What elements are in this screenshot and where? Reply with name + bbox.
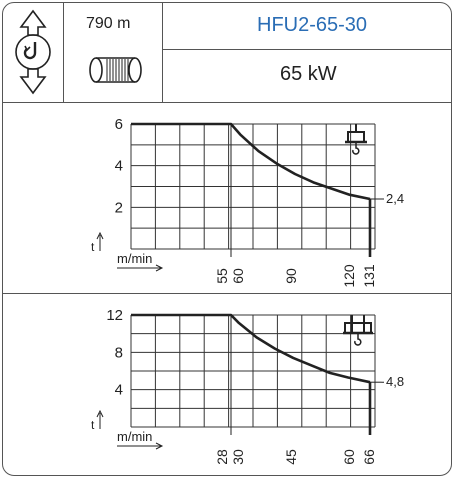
x-axis-arrowhead [155,264,164,272]
up-down-rotation-arrows-icon [15,9,51,95]
rope-length-label: 790 m [86,15,131,32]
header-col-divider-2 [162,3,163,102]
x-tick-label: 28 [214,449,230,465]
y-axis-label: t [91,240,95,254]
x-axis-arrowhead [155,442,164,450]
header-mid-divider [162,49,451,50]
y-tick-label: 12 [106,307,123,324]
x-tick-label: 60 [230,268,246,284]
y-tick-label: 2 [115,199,123,216]
x-tick-label: 120 [341,264,357,288]
x-axis-label: m/min [117,251,152,266]
load-curve [131,122,371,201]
x-tick-label: 45 [283,449,299,465]
grid [130,314,376,428]
grid [130,123,376,250]
x-tick-label: 30 [230,449,246,465]
rope-drum-icon [89,57,142,83]
end-value-label: 2,4 [386,191,404,206]
x-axis-label: m/min [117,429,152,444]
x-tick-label: 60 [341,449,357,465]
x-tick-label: 55 [214,268,230,284]
y-axis-arrowhead [96,409,104,418]
hook-shape [354,333,362,346]
x-tick-label: 131 [361,264,377,288]
header-col-divider-1 [63,3,64,102]
x-tick-label: 66 [361,449,377,465]
y-tick-label: 8 [115,344,123,361]
power-rating: 65 kW [280,63,337,85]
load-curve [131,313,371,384]
double-hook-block-icon [343,315,373,346]
y-tick-label: 4 [115,158,123,175]
speed-load-chart-single: 6 4 2 t m/min 55 60 90 120 131 2,4 [91,116,404,288]
y-tick-label: 6 [115,116,123,133]
model-name: HFU2-65-30 [257,14,368,36]
chart-divider [3,293,451,294]
hoist-spec-card: 790 m HFU2-65-30 65 kW 6 4 2 t m/min 55 60 90 12… [2,2,452,476]
header-divider [3,102,451,103]
x-tick-label: 90 [283,268,299,284]
y-tick-label: 4 [115,382,123,399]
single-hook-block-icon [345,124,367,155]
y-axis-label: t [91,418,95,432]
hook-block [344,322,372,334]
hook-shape [352,142,360,155]
speed-load-chart-double: 12 8 4 t m/min 28 30 45 60 66 4,8 [91,307,404,465]
end-value-label: 4,8 [386,374,404,389]
y-axis-arrowhead [96,231,104,240]
